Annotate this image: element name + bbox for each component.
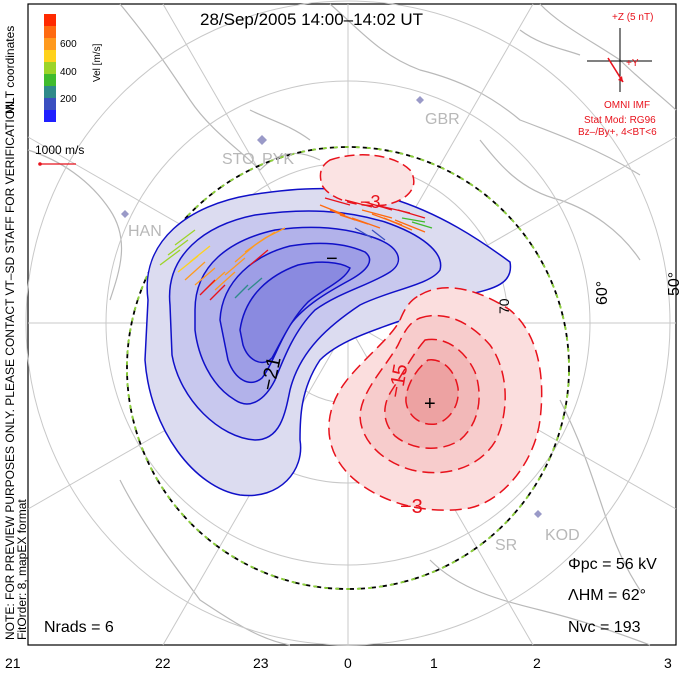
station-gbr: GBR — [425, 111, 460, 128]
mlt-tick-1: 1 — [430, 655, 438, 671]
coords-label: MLT coordinates — [3, 26, 17, 114]
mlt-tick-21: 21 — [5, 655, 21, 671]
coastlines — [27, 3, 677, 646]
station-kod-icon — [534, 510, 542, 518]
n-rads-stat: Nrads = 6 — [44, 619, 114, 636]
mlt-tick-23: 23 — [253, 655, 269, 671]
mlt-axis: 21 22 23 0 1 2 3 — [5, 655, 672, 671]
velocity-vectors — [159, 197, 433, 301]
velocity-colorbar: 600 400 200 Vel [m/s] — [44, 14, 103, 122]
mlt-tick-0: 0 — [344, 655, 352, 671]
station-han-icon — [121, 210, 129, 218]
scale-vector-label: 1000 m/s — [35, 143, 84, 157]
mlt-tick-22: 22 — [155, 655, 171, 671]
imf-z-label: +Z (5 nT) — [612, 12, 653, 23]
phi-pc-stat: Φpc = 56 kV — [568, 556, 657, 573]
station-pyk: PYK — [262, 151, 294, 168]
colorbar-tick-600: 600 — [60, 39, 77, 50]
imf-y-label: +Y — [626, 58, 639, 69]
contour-label-neg3-bottom: −3 — [400, 496, 423, 518]
positive-potential-cell — [319, 154, 543, 511]
statistics: Φpc = 56 kV ΛHM = 62° Nvc = 193 Nrads = … — [44, 556, 657, 636]
station-sto: STO — [222, 151, 255, 168]
mlt-tick-3: 3 — [664, 655, 672, 671]
colorbar-title: Vel [m/s] — [92, 43, 103, 82]
hm-boundary-highlight — [126, 146, 570, 590]
lat-label-50: 50° — [666, 272, 680, 296]
station-sr: SR — [495, 537, 517, 554]
contour-label-neg3: −3 — [360, 192, 381, 212]
station-han: HAN — [128, 223, 162, 240]
max-potential-marker: + — [424, 393, 436, 415]
colorbar-tick-400: 400 — [60, 67, 77, 78]
imf-condition: Bz–/By+, 4<BT<6 — [578, 127, 657, 138]
colorbar-tick-200: 200 — [60, 94, 77, 105]
imf-arrow-icon — [618, 76, 623, 82]
lambda-hm-stat: ΛHM = 62° — [568, 587, 646, 604]
imf-stat-mod: Stat Mod: RG96 — [584, 115, 656, 126]
lat-label-60: 60° — [594, 281, 611, 305]
scale-vector: 1000 m/s — [35, 143, 84, 166]
imf-title: OMNI IMF — [604, 100, 650, 111]
n-vc-stat: Nvc = 193 — [568, 619, 641, 636]
latitude-labels: 60° 50° — [594, 272, 680, 305]
station-gbr-icon — [416, 96, 424, 104]
station-pyk-icon — [257, 135, 267, 145]
contour-label-70: 70 — [496, 298, 512, 314]
page-title: 28/Sep/2005 14:00–14:02 UT — [200, 10, 423, 29]
mlt-tick-2: 2 — [533, 655, 541, 671]
negative-potential-cell — [144, 187, 512, 497]
min-potential-marker: − — [326, 248, 338, 270]
fit-order-note: FitOrder: 8, mapEX format — [15, 499, 29, 640]
station-kod: KOD — [545, 527, 580, 544]
preview-note: NOTE: FOR PREVIEW PURPOSES ONLY. PLEASE … — [3, 98, 17, 640]
stations: GBR STO PYK HAN KOD SR — [121, 96, 580, 554]
imf-indicator: +Z (5 nT) +Y OMNI IMF Stat Mod: RG96 Bz–… — [578, 12, 657, 138]
